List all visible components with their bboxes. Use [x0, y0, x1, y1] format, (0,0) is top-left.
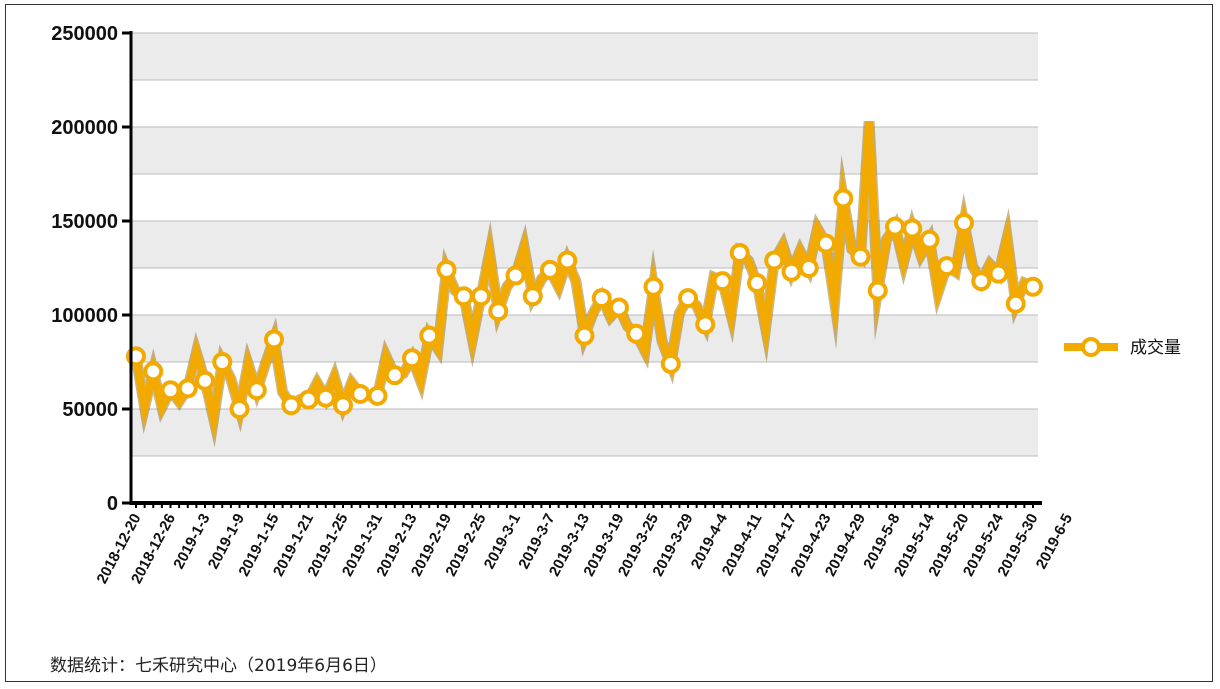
data-point: [505, 265, 526, 286]
markers-layer: [126, 188, 1043, 419]
data-point: [850, 246, 871, 267]
data-point: [419, 325, 440, 346]
legend-label: 成交量: [1130, 338, 1181, 358]
data-point: [591, 288, 612, 309]
data-point: [747, 273, 767, 294]
data-point: [264, 329, 284, 350]
data-point: [988, 263, 1009, 284]
data-point: [557, 250, 578, 271]
data-point: [1005, 293, 1026, 314]
data-point: [867, 280, 888, 301]
data-point: [246, 380, 267, 401]
data-point: [229, 399, 250, 419]
data-point: [781, 261, 802, 282]
data-point: [522, 286, 543, 307]
y-axis-ticks: 0 50000 100000 150000 200000 250000: [51, 23, 131, 515]
source-note: 数据统计：七禾研究中心（2019年6月6日）: [50, 656, 387, 676]
grid-band: [131, 127, 1038, 174]
data-point: [1023, 276, 1043, 297]
data-point: [540, 259, 560, 280]
chart-frame: 0 50000 100000 150000 200000 250000 2018-12-2…: [5, 4, 1213, 682]
data-point: [367, 385, 388, 406]
data-point: [436, 259, 457, 280]
y-tick-label: 250000: [51, 23, 118, 45]
data-point: [695, 314, 716, 335]
data-point: [384, 365, 405, 386]
legend-marker-swatch: [1081, 337, 1101, 357]
data-point: [902, 218, 923, 239]
data-point: [333, 395, 353, 416]
data-point: [143, 361, 164, 382]
data-point: [402, 348, 422, 369]
grid-lines: [131, 32, 1038, 457]
data-point: [177, 378, 198, 399]
data-point: [712, 271, 733, 292]
grid-band: [131, 409, 1038, 456]
y-tick-label: 200000: [51, 117, 118, 139]
data-point: [678, 288, 698, 309]
data-point: [643, 276, 664, 297]
data-point: [954, 212, 974, 233]
line-chart: 0 50000 100000 150000 200000 250000 2018-12-2…: [51, 23, 1181, 587]
data-point: [195, 370, 215, 391]
legend: 成交量: [1064, 337, 1181, 358]
data-point: [298, 389, 319, 410]
data-point: [885, 216, 905, 237]
data-point: [471, 286, 491, 307]
data-point: [488, 301, 509, 322]
data-point: [574, 325, 595, 346]
y-tick-label: 50000: [62, 399, 118, 421]
data-point: [315, 387, 336, 408]
data-point: [764, 250, 785, 271]
y-tick-label: 150000: [51, 211, 118, 233]
data-point: [936, 256, 957, 277]
data-point: [212, 352, 233, 372]
data-point: [281, 395, 302, 416]
data-point: [660, 353, 681, 374]
data-point: [350, 383, 371, 404]
x-axis-ticks: 2018-12-202018-12-262019-1-32019-1-92019…: [93, 503, 1076, 587]
data-point: [609, 297, 629, 318]
y-tick-label: 100000: [51, 305, 118, 327]
grid-band: [131, 33, 1038, 80]
data-point: [453, 286, 474, 307]
data-point: [729, 242, 750, 263]
y-tick-label: 0: [107, 493, 118, 515]
data-point: [798, 258, 819, 278]
data-point: [833, 188, 854, 209]
data-point: [919, 229, 940, 250]
data-point: [971, 271, 992, 292]
data-point: [626, 323, 647, 344]
data-point: [160, 380, 181, 401]
data-point: [816, 233, 836, 254]
